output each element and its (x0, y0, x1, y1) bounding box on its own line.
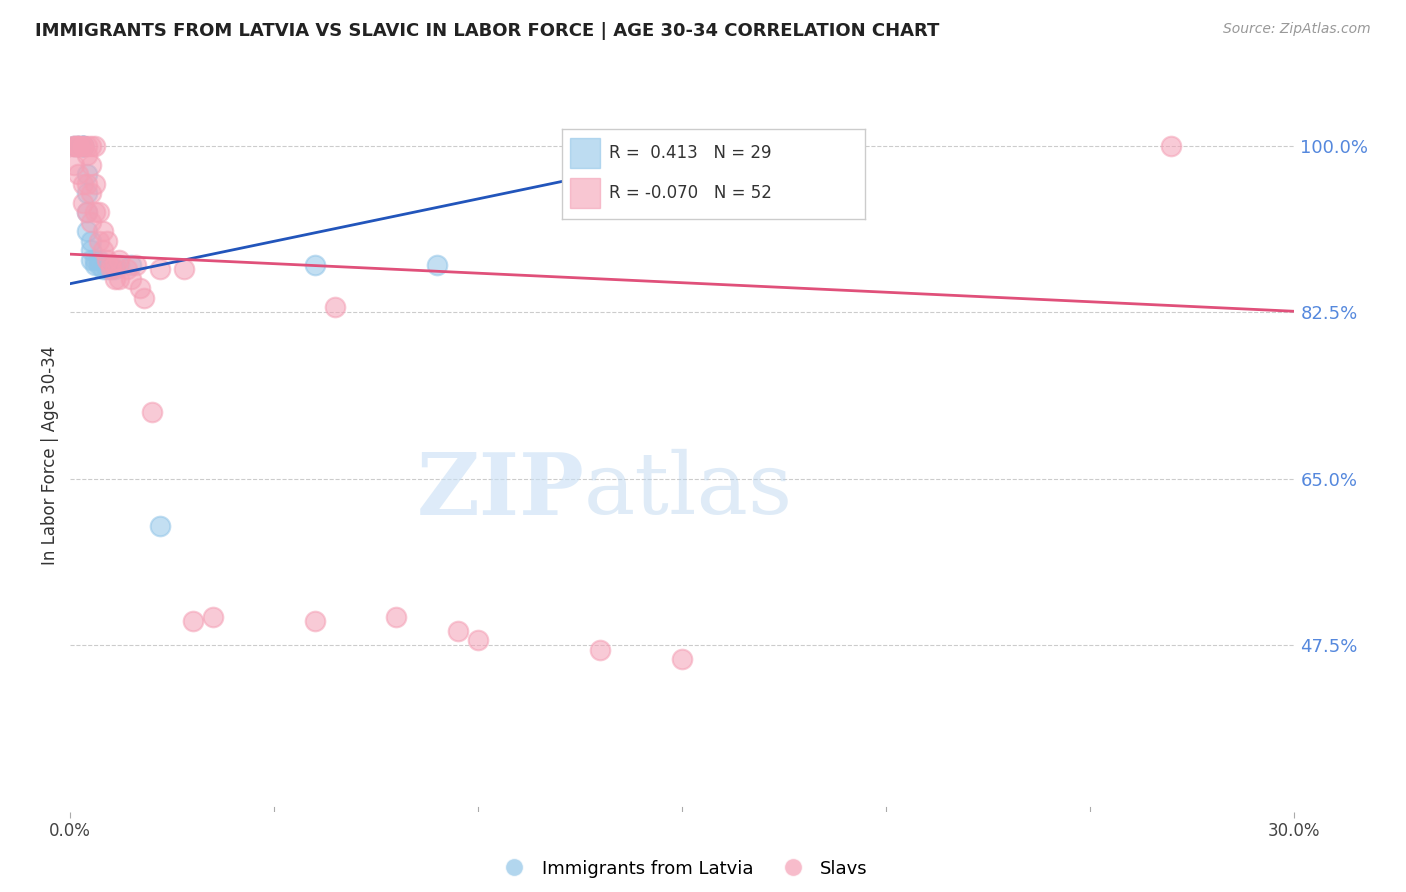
Point (63, 138, 86, 153)
Text: ZIP: ZIP (416, 449, 583, 533)
Point (104, 262, 127, 277)
Point (121, 272, 143, 286)
Point (67, 138, 90, 153)
Point (385, 609, 408, 624)
Point (76, 167, 98, 181)
Point (72, 138, 94, 153)
Point (63, 158, 86, 172)
Point (76, 177, 98, 191)
Point (96, 252, 118, 267)
Point (181, 615, 204, 629)
Point (72, 195, 94, 210)
Point (132, 291, 155, 305)
Point (79, 138, 103, 153)
Point (72, 138, 94, 153)
Point (72, 138, 94, 153)
Point (304, 615, 326, 629)
Point (104, 258, 127, 272)
Point (87, 205, 110, 219)
Point (671, 652, 693, 666)
Point (79, 244, 103, 258)
Point (83, 138, 105, 153)
Point (325, 301, 347, 315)
Point (79, 252, 103, 267)
Point (128, 281, 150, 295)
Point (72, 177, 94, 191)
Point (117, 262, 139, 277)
Point (63, 138, 86, 153)
Point (202, 609, 225, 624)
Point (83, 177, 105, 191)
Text: R =  0.413   N = 29: R = 0.413 N = 29 (609, 144, 772, 162)
Point (72, 138, 94, 153)
Point (108, 252, 131, 267)
Point (83, 252, 105, 267)
Point (96, 234, 118, 248)
Bar (569, 178, 600, 208)
Point (426, 258, 449, 272)
Point (100, 262, 122, 277)
Text: IMMIGRANTS FROM LATVIA VS SLAVIC IN LABOR FORCE | AGE 30-34 CORRELATION CHART: IMMIGRANTS FROM LATVIA VS SLAVIC IN LABO… (35, 22, 939, 40)
Point (104, 272, 127, 286)
Point (1160, 138, 1182, 153)
Text: R = -0.070   N = 52: R = -0.070 N = 52 (609, 184, 772, 202)
Point (87, 258, 110, 272)
Point (67, 138, 90, 153)
Legend: Immigrants from Latvia, Slavs: Immigrants from Latvia, Slavs (489, 853, 875, 885)
Point (72, 138, 94, 153)
Point (67, 138, 90, 153)
Point (67, 167, 90, 181)
Text: Source: ZipAtlas.com: Source: ZipAtlas.com (1223, 22, 1371, 37)
Point (173, 262, 195, 277)
Point (733, 138, 755, 153)
Point (76, 138, 98, 153)
Text: atlas: atlas (583, 449, 793, 533)
Point (124, 258, 146, 272)
Point (91, 224, 114, 238)
Y-axis label: In Labor Force | Age 30-34: In Labor Force | Age 30-34 (41, 345, 59, 565)
Point (141, 405, 163, 419)
Point (83, 258, 105, 272)
Point (72, 138, 94, 153)
Point (79, 215, 103, 229)
Point (589, 643, 612, 657)
Point (304, 258, 326, 272)
Point (63, 138, 86, 153)
Point (76, 224, 98, 238)
Point (91, 244, 114, 258)
Point (72, 138, 94, 153)
Point (447, 624, 470, 638)
Point (76, 186, 98, 201)
Point (121, 258, 143, 272)
Point (149, 262, 172, 277)
Point (79, 234, 103, 248)
Point (76, 148, 98, 162)
Point (83, 205, 105, 219)
Point (87, 234, 110, 248)
Point (91, 262, 114, 277)
Point (467, 633, 489, 648)
Point (79, 158, 103, 172)
Point (149, 519, 172, 533)
Point (96, 262, 118, 277)
Point (67, 138, 90, 153)
Bar (569, 138, 600, 168)
Point (76, 205, 98, 219)
Point (108, 272, 131, 286)
Point (100, 262, 122, 277)
Point (100, 258, 122, 272)
Point (87, 252, 110, 267)
Point (76, 205, 98, 219)
Point (108, 258, 131, 272)
Point (79, 186, 103, 201)
Point (67, 138, 90, 153)
